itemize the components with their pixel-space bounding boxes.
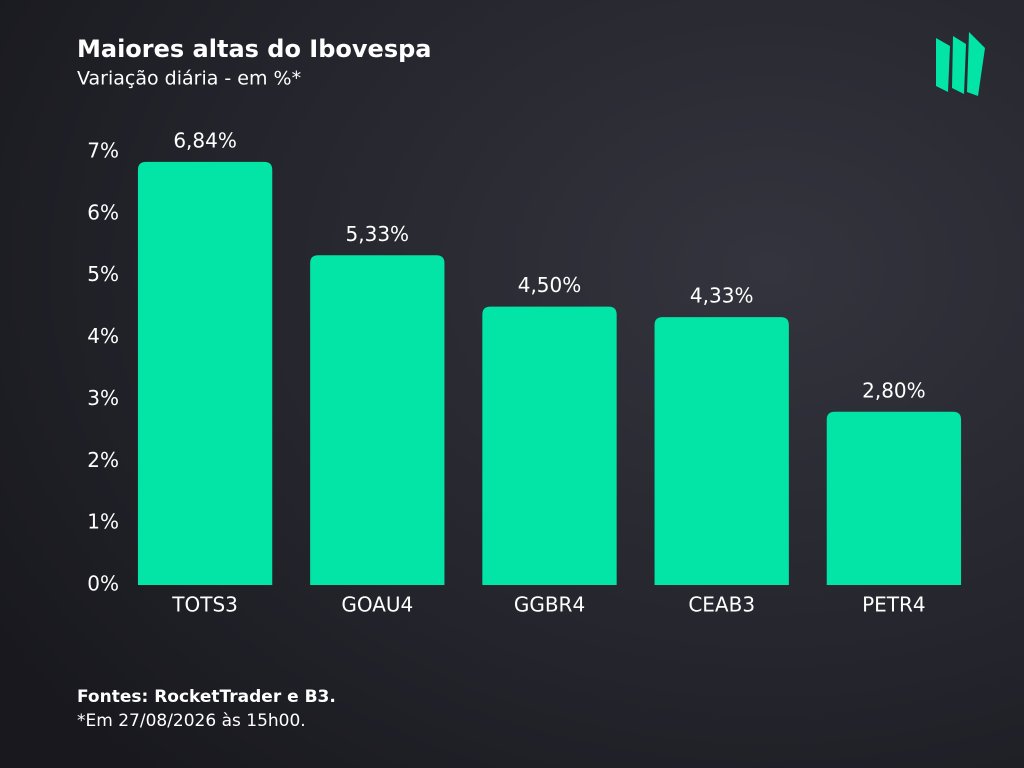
value-label: 5,33%	[346, 222, 410, 246]
value-label: 6,84%	[173, 128, 237, 152]
logo	[936, 32, 985, 96]
bar	[654, 317, 789, 585]
note: *Em 27/08/2026 às 15h00.	[77, 711, 306, 731]
y-tick-label: 2%	[87, 448, 119, 472]
y-tick-label: 1%	[87, 510, 119, 534]
chart-subtitle: Variação diária - em %*	[77, 68, 301, 90]
chart-title: Maiores altas do Ibovespa	[77, 35, 431, 63]
x-tick-label: PETR4	[862, 593, 926, 617]
y-tick-label: 6%	[87, 200, 119, 224]
y-tick-label: 5%	[87, 262, 119, 286]
y-tick-label: 3%	[87, 386, 119, 410]
logo-shape	[936, 38, 950, 92]
value-label: 2,80%	[862, 378, 926, 402]
logo-shape	[967, 32, 985, 96]
source: Fontes: RocketTrader e B3.	[77, 687, 336, 707]
bar	[310, 255, 445, 585]
x-tick-label: GOAU4	[341, 593, 413, 617]
x-tick-label: CEAB3	[688, 593, 755, 617]
y-tick-label: 4%	[87, 324, 119, 348]
bar	[826, 411, 962, 585]
y-tick-label: 7%	[87, 139, 119, 163]
y-tick-label: 0%	[87, 572, 119, 596]
x-tick-label: TOTS3	[171, 593, 238, 617]
bar	[482, 306, 617, 585]
logo-shape	[952, 36, 966, 94]
value-label: 4,33%	[690, 284, 754, 308]
bar	[137, 161, 273, 585]
value-label: 4,50%	[518, 273, 582, 297]
x-tick-label: GGBR4	[514, 593, 585, 617]
